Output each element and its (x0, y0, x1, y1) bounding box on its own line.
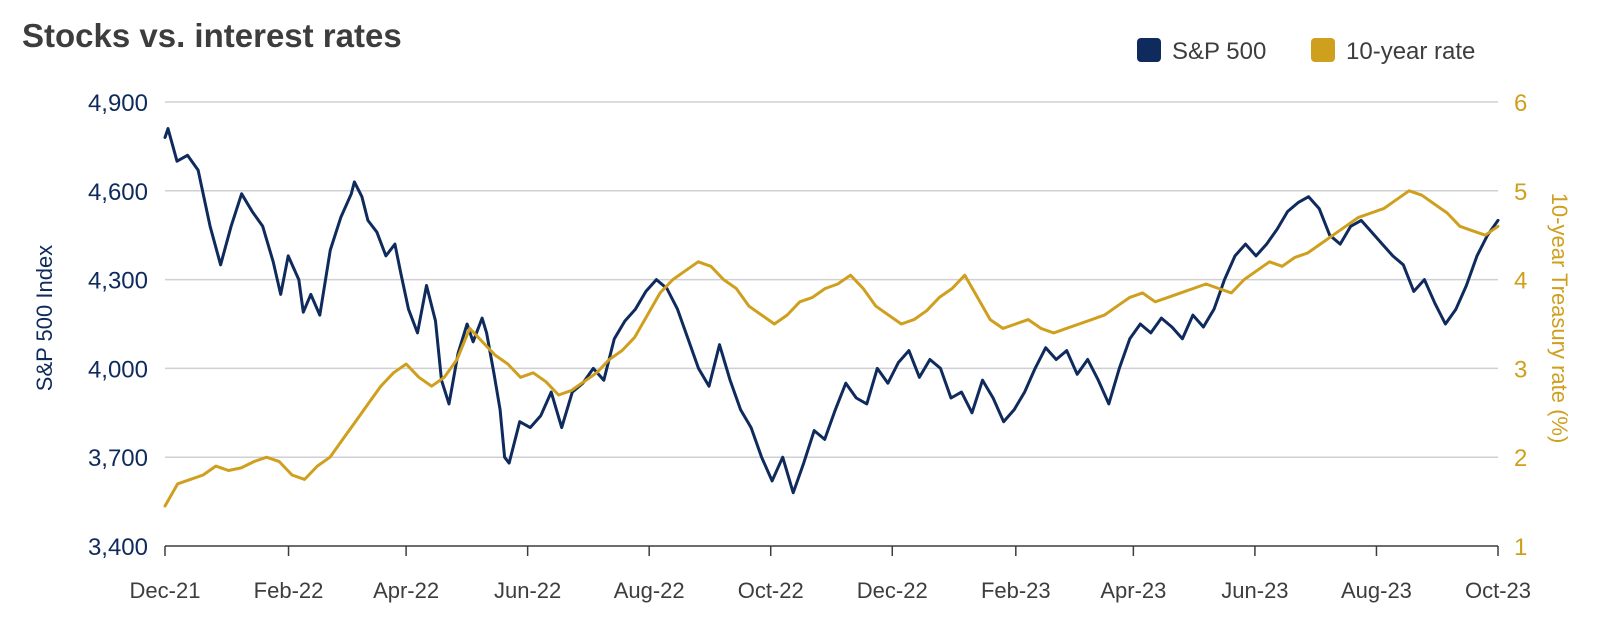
chart-title: Stocks vs. interest rates (22, 17, 402, 54)
legend: S&P 500 10-year rate (1137, 38, 1475, 65)
left-axis-ticks: 3,400 3,700 4,000 4,300 4,600 4,900 (88, 90, 148, 561)
right-tick-label: 1 (1514, 534, 1527, 561)
x-tick-label: Aug-22 (614, 578, 685, 603)
x-tick-label: Apr-23 (1100, 578, 1166, 603)
left-tick-label: 4,600 (88, 179, 148, 206)
x-tick-label: Aug-23 (1341, 578, 1412, 603)
x-tick-label: Oct-23 (1465, 578, 1531, 603)
x-axis: Dec-21 Feb-22 Apr-22 Jun-22 Aug-22 Oct-22 Dec-… (130, 545, 1531, 603)
series-line-10yr (163, 189, 1500, 508)
gridlines (165, 101, 1498, 458)
left-tick-label: 4,000 (88, 356, 148, 383)
x-tick-label: Jun-23 (1221, 578, 1288, 603)
series-line-sp500 (163, 127, 1500, 495)
right-tick-label: 6 (1514, 90, 1527, 117)
x-tick-label: Jun-22 (494, 578, 561, 603)
right-axis-ticks: 1 2 3 4 5 6 (1514, 90, 1527, 561)
right-tick-label: 3 (1514, 356, 1527, 383)
legend-swatch-sp500 (1137, 38, 1161, 62)
x-tick-label: Dec-22 (857, 578, 928, 603)
right-tick-label: 2 (1514, 445, 1527, 472)
x-tick-label: Feb-23 (981, 578, 1051, 603)
left-tick-label: 4,900 (88, 90, 148, 117)
x-tick-label: Feb-22 (254, 578, 324, 603)
left-tick-label: 3,700 (88, 445, 148, 472)
right-axis-title: 10-year Treasury rate (%) (1547, 193, 1572, 444)
right-tick-label: 4 (1514, 268, 1527, 295)
right-tick-label: 5 (1514, 179, 1527, 206)
legend-label-sp500: S&P 500 (1172, 38, 1266, 65)
left-tick-label: 4,300 (88, 268, 148, 295)
left-axis-title: S&P 500 Index (32, 245, 57, 391)
x-tick-label: Dec-21 (130, 578, 201, 603)
x-tick-label: Apr-22 (373, 578, 439, 603)
x-tick-label: Oct-22 (738, 578, 804, 603)
series-lines (163, 127, 1500, 508)
legend-label-10yr: 10-year rate (1346, 38, 1475, 65)
legend-swatch-10yr (1311, 38, 1335, 62)
left-tick-label: 3,400 (88, 534, 148, 561)
